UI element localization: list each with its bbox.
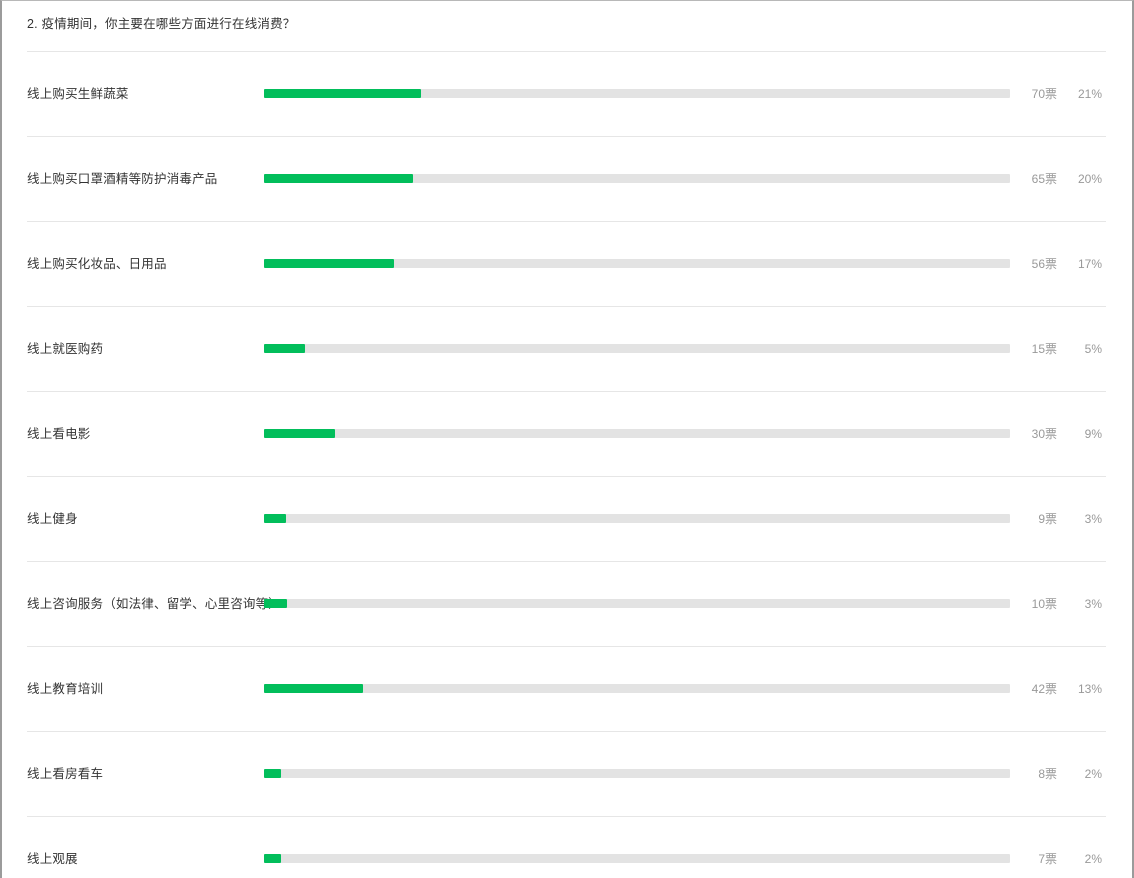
option-label: 线上观展: [27, 852, 78, 866]
bar-fill: [264, 684, 364, 693]
vote-count: 30票: [1031, 427, 1057, 441]
row-divider: [27, 391, 1106, 392]
vote-count: 7票: [1038, 852, 1057, 866]
table-row: 线上教育培训 42票 13%: [2, 646, 1132, 731]
row-divider: [27, 476, 1106, 477]
row-divider: [27, 51, 1106, 52]
table-row: 线上就医购药 15票 5%: [2, 306, 1132, 391]
bar-fill: [264, 769, 282, 778]
bar-track: [264, 89, 1010, 98]
table-row: 线上购买口罩酒精等防护消毒产品 65票 20%: [2, 136, 1132, 221]
bar-fill: [264, 344, 306, 353]
row-content: 线上购买化妆品、日用品 56票 17%: [2, 221, 1132, 306]
option-label: 线上购买化妆品、日用品: [27, 257, 167, 271]
option-label: 线上健身: [27, 512, 78, 526]
vote-count: 9票: [1038, 512, 1057, 526]
vote-count: 15票: [1031, 342, 1057, 356]
bar-track: [264, 599, 1010, 608]
option-label: 线上咨询服务（如法律、留学、心里咨询等）: [27, 597, 282, 611]
row-divider: [27, 221, 1106, 222]
row-divider: [27, 561, 1106, 562]
bar-fill: [264, 429, 335, 438]
bar-track: [264, 174, 1010, 183]
table-row: 线上咨询服务（如法律、留学、心里咨询等） 10票 3%: [2, 561, 1132, 646]
vote-count: 70票: [1031, 87, 1057, 101]
row-content: 线上看房看车 8票 2%: [2, 731, 1132, 816]
row-divider: [27, 731, 1106, 732]
vote-percent: 21%: [1077, 87, 1102, 101]
bar-track: [264, 684, 1010, 693]
table-row: 线上观展 7票 2%: [2, 816, 1132, 878]
option-label: 线上购买口罩酒精等防护消毒产品: [27, 172, 218, 186]
row-content: 线上购买生鲜蔬菜 70票 21%: [2, 51, 1132, 136]
vote-percent: 13%: [1077, 682, 1102, 696]
vote-percent: 2%: [1084, 767, 1102, 781]
vote-percent: 3%: [1084, 597, 1102, 611]
bar-track: [264, 769, 1010, 778]
option-label: 线上教育培训: [27, 682, 104, 696]
vote-percent: 20%: [1077, 172, 1102, 186]
bar-track: [264, 344, 1010, 353]
table-row: 线上看房看车 8票 2%: [2, 731, 1132, 816]
table-row: 线上购买化妆品、日用品 56票 17%: [2, 221, 1132, 306]
option-label: 线上看房看车: [27, 767, 104, 781]
row-content: 线上教育培训 42票 13%: [2, 646, 1132, 731]
row-divider: [27, 646, 1106, 647]
vote-count: 42票: [1031, 682, 1057, 696]
vote-count: 10票: [1031, 597, 1057, 611]
bar-fill: [264, 514, 286, 523]
table-row: 线上看电影 30票 9%: [2, 391, 1132, 476]
option-label: 线上看电影: [27, 427, 91, 441]
row-divider: [27, 306, 1106, 307]
vote-percent: 5%: [1084, 342, 1102, 356]
vote-percent: 17%: [1077, 257, 1102, 271]
vote-count: 8票: [1038, 767, 1057, 781]
vote-percent: 9%: [1084, 427, 1102, 441]
vote-count: 65票: [1031, 172, 1057, 186]
result-row-list: 线上购买生鲜蔬菜 70票 21% 线上购买口罩酒精等防护消毒产品 65票 20% 线上购买化…: [2, 51, 1132, 878]
row-content: 线上健身 9票 3%: [2, 476, 1132, 561]
bar-fill: [264, 174, 414, 183]
bar-track: [264, 429, 1010, 438]
table-row: 线上购买生鲜蔬菜 70票 21%: [2, 51, 1132, 136]
table-row: 线上健身 9票 3%: [2, 476, 1132, 561]
vote-percent: 3%: [1084, 512, 1102, 526]
option-label: 线上就医购药: [27, 342, 104, 356]
row-content: 线上咨询服务（如法律、留学、心里咨询等） 10票 3%: [2, 561, 1132, 646]
bar-track: [264, 259, 1010, 268]
bar-fill: [264, 259, 394, 268]
bar-fill: [264, 854, 282, 863]
row-content: 线上观展 7票 2%: [2, 816, 1132, 878]
row-content: 线上购买口罩酒精等防护消毒产品 65票 20%: [2, 136, 1132, 221]
row-content: 线上看电影 30票 9%: [2, 391, 1132, 476]
bar-track: [264, 514, 1010, 523]
bar-track: [264, 854, 1010, 863]
row-divider: [27, 136, 1106, 137]
vote-percent: 2%: [1084, 852, 1102, 866]
bar-fill: [264, 599, 288, 608]
page-title: 2. 疫情期间，你主要在哪些方面进行在线消费？: [27, 17, 296, 31]
option-label: 线上购买生鲜蔬菜: [27, 87, 129, 101]
vote-count: 56票: [1031, 257, 1057, 271]
row-content: 线上就医购药 15票 5%: [2, 306, 1132, 391]
bar-fill: [264, 89, 421, 98]
row-divider: [27, 816, 1106, 817]
